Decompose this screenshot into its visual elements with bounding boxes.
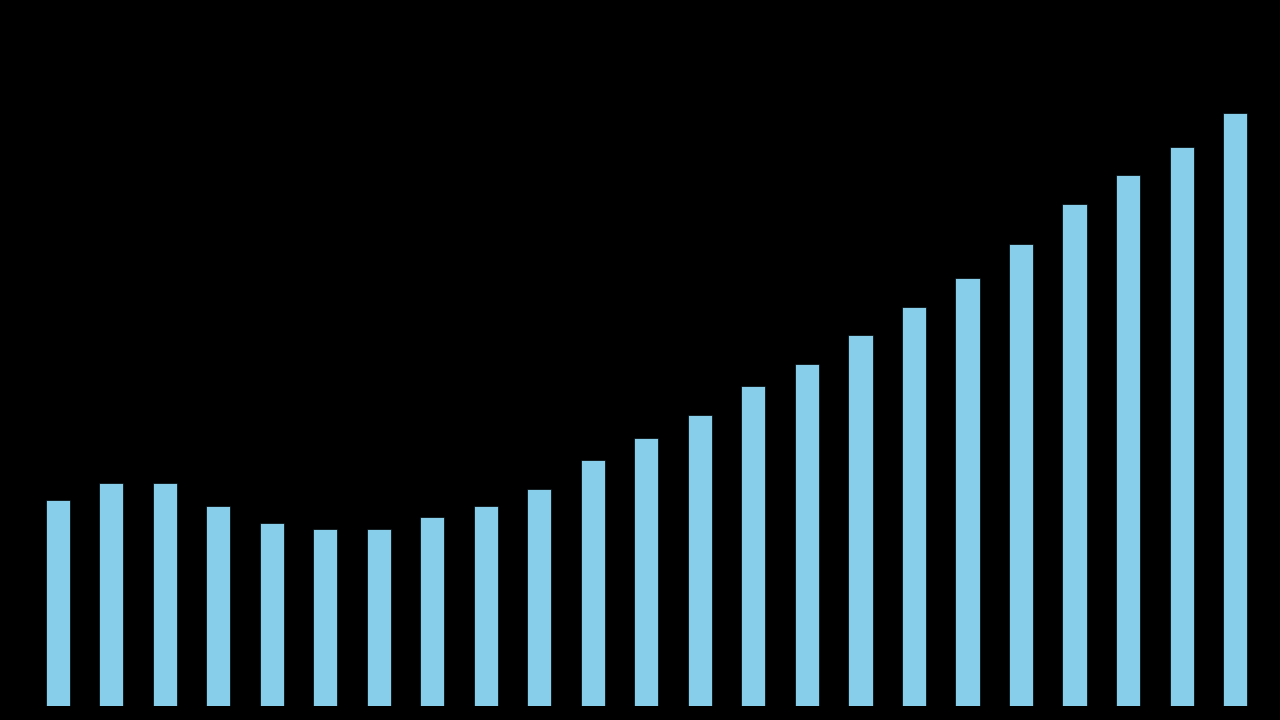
Bar <box>1116 176 1140 720</box>
Bar <box>1062 204 1087 720</box>
Bar <box>795 364 819 720</box>
Bar <box>955 278 979 720</box>
Bar <box>687 415 712 720</box>
Bar <box>849 335 873 720</box>
Bar <box>46 500 69 720</box>
Bar <box>1170 147 1194 720</box>
Bar <box>420 518 444 720</box>
Bar <box>152 483 177 720</box>
Bar <box>581 461 605 720</box>
Bar <box>902 307 925 720</box>
Bar <box>99 483 123 720</box>
Bar <box>527 489 552 720</box>
Bar <box>1009 244 1033 720</box>
Bar <box>474 506 498 720</box>
Bar <box>206 506 230 720</box>
Bar <box>260 523 284 720</box>
Bar <box>741 387 765 720</box>
Bar <box>314 529 338 720</box>
Bar <box>367 529 390 720</box>
Bar <box>1224 113 1247 720</box>
Bar <box>635 438 658 720</box>
